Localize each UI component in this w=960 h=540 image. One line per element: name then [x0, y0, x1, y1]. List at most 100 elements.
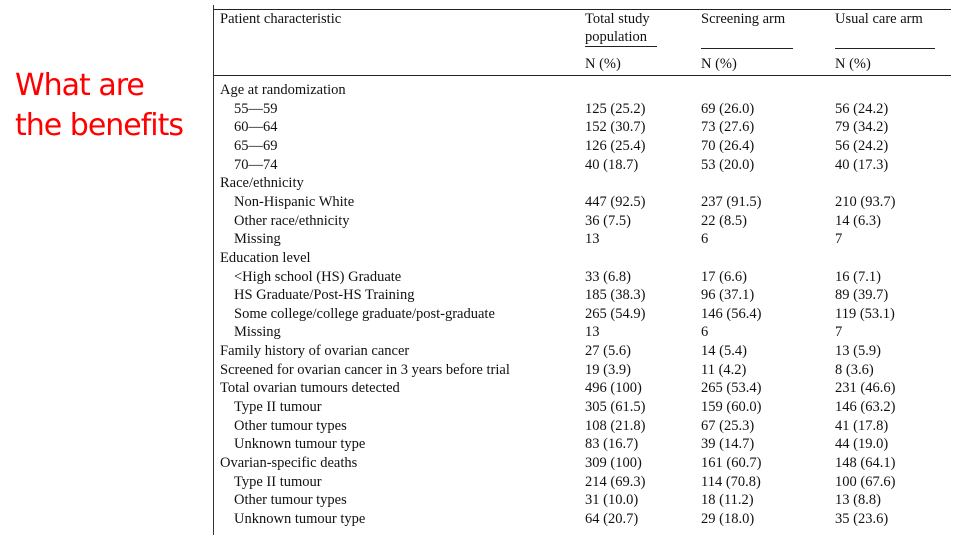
- cell-value: 89 (39.7): [835, 287, 889, 304]
- row-label: Other tumour types: [234, 417, 347, 434]
- row-label: Screened for ovarian cancer in 3 years b…: [220, 361, 510, 378]
- row-label: Missing: [234, 324, 281, 341]
- cell-value: 96 (37.1): [701, 287, 755, 304]
- column-header: Patient characteristic: [220, 11, 342, 27]
- cell-value: 13: [585, 231, 600, 248]
- row-label: Unknown tumour type: [234, 510, 366, 527]
- cell-value: 108 (21.8): [585, 417, 646, 434]
- cell-value: 146 (56.4): [701, 305, 762, 322]
- cell-value: 114 (70.8): [701, 473, 761, 490]
- cell-value: 6: [701, 324, 709, 341]
- cell-value: 56 (24.2): [835, 100, 889, 117]
- cell-value: 6: [701, 231, 709, 248]
- cell-value: 265 (53.4): [701, 380, 762, 397]
- cell-value: 53 (20.0): [701, 156, 755, 173]
- row-label: Type II tumour: [234, 399, 322, 416]
- cell-value: 8 (3.6): [835, 361, 874, 378]
- cell-value: 33 (6.8): [585, 268, 631, 285]
- rule: [214, 9, 951, 10]
- cell-value: 35 (23.6): [835, 510, 889, 527]
- cell-value: 41 (17.8): [835, 417, 889, 434]
- cell-value: 7: [835, 231, 843, 248]
- rule: [701, 48, 793, 49]
- column-header: Screening arm: [701, 11, 786, 27]
- cell-value: 44 (19.0): [835, 436, 889, 453]
- cell-value: 19 (3.9): [585, 361, 631, 378]
- row-label: Missing: [234, 231, 281, 248]
- cell-value: 40 (18.7): [585, 156, 639, 173]
- cell-value: 237 (91.5): [701, 193, 762, 210]
- row-label: Race/ethnicity: [220, 175, 304, 192]
- cell-value: 79 (34.2): [835, 119, 889, 136]
- row-label: Age at randomization: [220, 82, 346, 98]
- cell-value: 305 (61.5): [585, 399, 646, 416]
- cell-value: 100 (67.6): [835, 473, 896, 490]
- cell-value: 13 (8.8): [835, 492, 881, 509]
- rule: [585, 46, 657, 47]
- column-header: Total study population: [585, 11, 650, 45]
- cell-value: 13: [585, 324, 600, 341]
- row-label: 65—69: [234, 137, 278, 154]
- cell-value: 265 (54.9): [585, 305, 646, 322]
- cell-value: 148 (64.1): [835, 455, 896, 471]
- cell-value: 7: [835, 324, 843, 341]
- cell-value: 125 (25.2): [585, 100, 646, 117]
- title-line: the benefits: [15, 108, 184, 143]
- cell-value: 22 (8.5): [701, 212, 747, 229]
- cell-value: 27 (5.6): [585, 343, 631, 360]
- cell-value: 17 (6.6): [701, 268, 747, 285]
- cell-value: 67 (25.3): [701, 417, 755, 434]
- cell-value: 14 (6.3): [835, 212, 881, 229]
- cell-value: 146 (63.2): [835, 399, 896, 416]
- cell-value: 39 (14.7): [701, 436, 755, 453]
- cell-value: 16 (7.1): [835, 268, 881, 285]
- cell-value: 56 (24.2): [835, 137, 889, 154]
- cell-value: 152 (30.7): [585, 119, 646, 136]
- cell-value: 64 (20.7): [585, 510, 639, 527]
- rule: [835, 48, 935, 49]
- cell-value: 36 (7.5): [585, 212, 631, 229]
- cell-value: 231 (46.6): [835, 380, 896, 397]
- cell-value: 214 (69.3): [585, 473, 646, 490]
- cell-value: 309 (100): [585, 455, 642, 471]
- rule: [214, 75, 951, 76]
- cell-value: 119 (53.1): [835, 305, 895, 322]
- cell-value: 31 (10.0): [585, 492, 639, 509]
- row-label: <High school (HS) Graduate: [234, 268, 402, 285]
- row-label: 60—64: [234, 119, 278, 136]
- title-line: What are: [15, 68, 145, 103]
- cell-value: 210 (93.7): [835, 193, 896, 210]
- row-label: Family history of ovarian cancer: [220, 343, 410, 360]
- column-subheader: N (%): [585, 56, 621, 72]
- row-label: Education level: [220, 249, 311, 266]
- column-header: Usual care arm: [835, 11, 923, 27]
- row-label: Type II tumour: [234, 473, 322, 490]
- row-label: Other race/ethnicity: [234, 212, 350, 229]
- cell-value: 11 (4.2): [701, 361, 747, 378]
- column-subheader: N (%): [835, 56, 871, 72]
- row-label: 55—59: [234, 100, 278, 117]
- cell-value: 126 (25.4): [585, 137, 646, 154]
- cell-value: 496 (100): [585, 380, 642, 397]
- cell-value: 73 (27.6): [701, 119, 755, 136]
- cell-value: 83 (16.7): [585, 436, 639, 453]
- row-label: Ovarian-specific deaths: [220, 455, 358, 471]
- cell-value: 14 (5.4): [701, 343, 747, 360]
- cell-value: 185 (38.3): [585, 287, 646, 304]
- cell-value: 70 (26.4): [701, 137, 755, 154]
- table: Patient characteristic Total study popula…: [213, 5, 951, 535]
- row-label: HS Graduate/Post-HS Training: [234, 287, 415, 304]
- cell-value: 13 (5.9): [835, 343, 881, 360]
- row-label: Other tumour types: [234, 492, 347, 509]
- row-label: Some college/college graduate/post-gradu…: [234, 305, 495, 322]
- row-label: Total ovarian tumours detected: [220, 380, 400, 397]
- cell-value: 18 (11.2): [701, 492, 754, 509]
- column-subheader: N (%): [701, 56, 737, 72]
- row-label: 70—74: [234, 156, 278, 173]
- cell-value: 29 (18.0): [701, 510, 755, 527]
- row-label: Non-Hispanic White: [234, 193, 355, 210]
- row-label: Unknown tumour type: [234, 436, 366, 453]
- slide-title: What are the benefits: [15, 66, 205, 146]
- cell-value: 159 (60.0): [701, 399, 762, 416]
